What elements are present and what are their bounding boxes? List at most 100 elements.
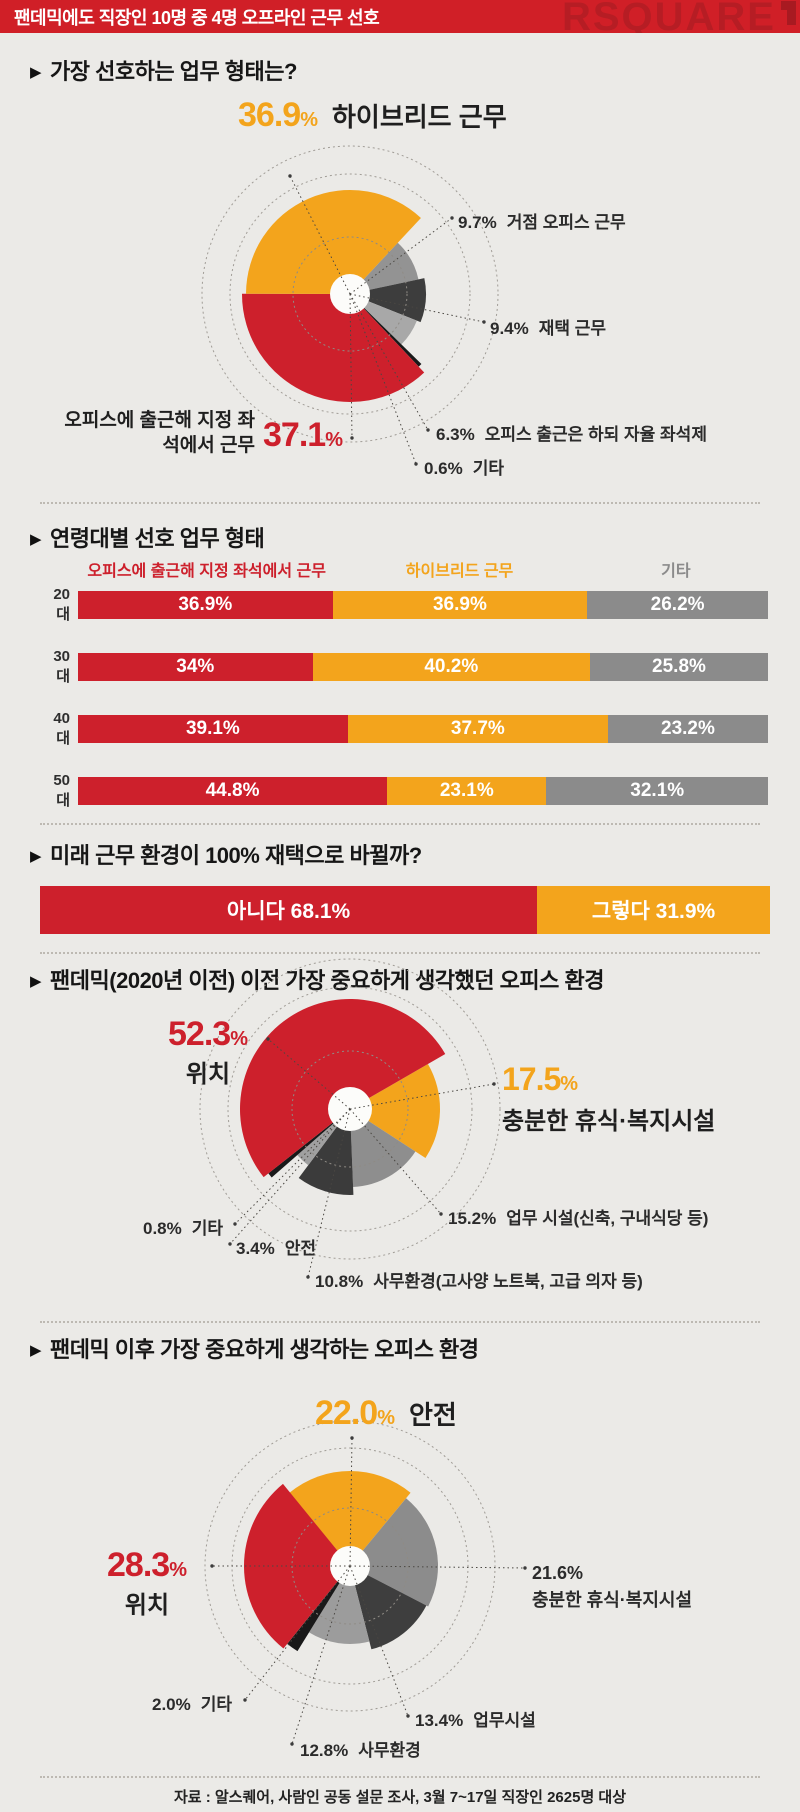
bar-value-label: 26.2% — [650, 594, 705, 615]
leader-dot — [306, 1275, 310, 1279]
pie-slice — [350, 294, 417, 345]
highlight-label-assigned-seat-name: 오피스에 출근해 지정 좌석에서 근무 — [64, 410, 255, 457]
stacked-bar: 44.8% 23.1% 32.1% — [78, 777, 768, 805]
leader-dot — [233, 1222, 237, 1226]
leader-line — [349, 293, 353, 439]
leader-dot — [288, 174, 292, 178]
leader-dot — [406, 1714, 410, 1718]
bar-segment: 36.9% — [78, 591, 333, 619]
pie-slice — [240, 999, 446, 1178]
triangle-bullet-icon: ▶ — [30, 973, 42, 990]
work-facility-name: 업무시설 — [473, 1711, 536, 1730]
age-label: 50대 — [53, 772, 70, 809]
highlight-label-safety: 22.0% 안전 — [315, 1394, 457, 1433]
safety-pct: 3.4% — [236, 1239, 275, 1258]
pie-label-office-setup: 10.8% 사무환경(고사양 노트북, 고급 의자 등) — [315, 1267, 643, 1292]
stacked-bar: 39.1% 37.7% 23.2% — [78, 715, 768, 743]
bar-segment: 37.7% — [347, 715, 608, 743]
leader-dot — [243, 1698, 247, 1702]
work-facility-name: 업무 시설(신축, 구내식당 등) — [506, 1209, 709, 1228]
free-seating-name: 오피스 출근은 하되 자율 좌석제 — [484, 425, 707, 444]
leader-dot — [492, 1082, 496, 1086]
age-row: 50대 44.8% 23.1% 32.1% — [40, 772, 768, 809]
remote-work-name: 재택 근무 — [538, 319, 607, 338]
leader-dot — [210, 1564, 214, 1568]
bar-value-label: 44.8% — [205, 780, 260, 801]
bar-value-label: 25.8% — [652, 656, 706, 677]
bar-value-label: 23.1% — [439, 780, 494, 801]
stacked-bar: 34% 40.2% 25.8% — [78, 653, 768, 681]
office-env-after-pandemic-svg — [204, 1420, 527, 1746]
hybrid-value: 36.9% — [238, 96, 318, 134]
safety-name: 안전 — [408, 1400, 457, 1430]
leader-line — [349, 293, 429, 431]
bar-value-label: 40.2% — [424, 656, 479, 677]
percent-sign: % — [560, 1073, 579, 1095]
leader-dot — [414, 462, 418, 466]
bar-value-label: 36.9% — [432, 594, 487, 615]
leader-dot — [450, 216, 454, 220]
rsquare-logo-mark-icon — [781, 1, 796, 25]
location-name: 위치 — [124, 1592, 170, 1619]
leader-line — [349, 217, 453, 295]
work-facility-pct: 13.4% — [415, 1711, 464, 1730]
bar-segment: 25.8% — [589, 653, 768, 681]
location-value: 52.3% — [168, 1015, 248, 1053]
section-title-preferred-work-type: ▶ 가장 선호하는 업무 형태는? — [30, 57, 800, 88]
pie-slice — [289, 1470, 411, 1566]
work-facility-pct: 15.2% — [448, 1209, 497, 1228]
pie-slice — [350, 1498, 439, 1607]
divider — [40, 952, 760, 954]
divider — [40, 1321, 760, 1323]
leader-dot — [482, 320, 486, 324]
pie-slice — [287, 1566, 350, 1652]
etc-pct: 0.6% — [424, 459, 463, 478]
bar-value-label: 34% — [176, 656, 215, 677]
bar-segment: 23.1% — [387, 777, 547, 805]
divider — [40, 502, 760, 504]
pie-chart-preferred-work-type: 36.9% 하이브리드 근무 9.7% 거점 오피스 근무 9.4% 재택 근무 6… — [0, 90, 800, 478]
highlight-label-location: 52.3% 위치 — [150, 1015, 266, 1089]
pie-slice — [350, 1109, 416, 1187]
percent-sign: % — [169, 1559, 187, 1581]
age-label: 30대 — [53, 648, 70, 685]
inner-guide-circle — [291, 1507, 409, 1625]
remote-future-bar: 아니다 68.1% 그렇다 31.9% — [40, 886, 770, 934]
highlight-label-welfare-value: 17.5% — [502, 1061, 578, 1098]
pie-chart-office-env-before: 52.3% 위치 17.5% 충분한 휴식·복지시설 15.2% 업무 시설(신축… — [0, 958, 800, 1309]
triangle-bullet-icon: ▶ — [30, 64, 42, 81]
leader-line — [307, 1108, 351, 1278]
highlight-label-location: 28.3% 위치 — [88, 1546, 206, 1620]
answer-label: 그렇다 31.9% — [591, 900, 716, 923]
leader-dot — [439, 1212, 443, 1216]
section-title-text: 미래 근무 환경이 100% 재택으로 바뀔까? — [50, 843, 422, 868]
section-preference-by-age: ▶ 연령대별 선호 업무 형태 오피스에 출근해 지정 좌석에서 근무 하이브리드 … — [0, 524, 800, 809]
pie-slice — [241, 293, 425, 403]
guide-circle — [201, 145, 499, 443]
section-office-env-before: ▶ 팬데믹(2020년 이전) 이전 가장 중요하게 생각했던 오피스 환경 52… — [0, 958, 800, 1309]
office-setup-name: 사무환경 — [358, 1741, 421, 1760]
section-remote-future: ▶ 미래 근무 환경이 100% 재택으로 바뀔까? 아니다 68.1% 그렇다 3… — [0, 841, 800, 934]
pie-slice — [350, 1064, 440, 1159]
section-office-env-after: ▶ 팬데믹 이후 가장 중요하게 생각하는 오피스 환경 22.0% 안전 28.… — [0, 1335, 800, 1764]
age-bars: 20대 36.9% 36.9% 26.2% 30대 34% 40.2% 25.8% 40대 39.… — [0, 586, 800, 809]
section-title-preference-by-age: ▶ 연령대별 선호 업무 형태 — [30, 524, 800, 555]
etc-name: 기타 — [200, 1695, 233, 1714]
pie-slice — [243, 1483, 350, 1649]
section-title-office-env-before: ▶ 팬데믹(2020년 이전) 이전 가장 중요하게 생각했던 오피스 환경 — [30, 966, 800, 997]
divider — [40, 1776, 760, 1778]
age-row: 30대 34% 40.2% 25.8% — [40, 648, 768, 685]
inner-guide-circle — [291, 1050, 409, 1168]
preferred-work-type-svg — [201, 145, 499, 466]
bar-value-label: 36.9% — [178, 594, 233, 615]
triangle-bullet-icon: ▶ — [30, 1342, 42, 1359]
section-title-text: 팬데믹 이후 가장 중요하게 생각하는 오피스 환경 — [50, 1337, 479, 1362]
bar-value-label: 23.2% — [661, 718, 715, 739]
bar-segment: 34% — [78, 653, 313, 681]
guide-circle — [199, 958, 501, 1260]
pie-label-safety: 3.4% 안전 — [236, 1234, 316, 1259]
answer-label: 아니다 68.1% — [226, 900, 351, 923]
pie-label-etc: 2.0% 기타 — [152, 1690, 232, 1715]
pie-label-remote-work: 9.4% 재택 근무 — [490, 314, 606, 339]
